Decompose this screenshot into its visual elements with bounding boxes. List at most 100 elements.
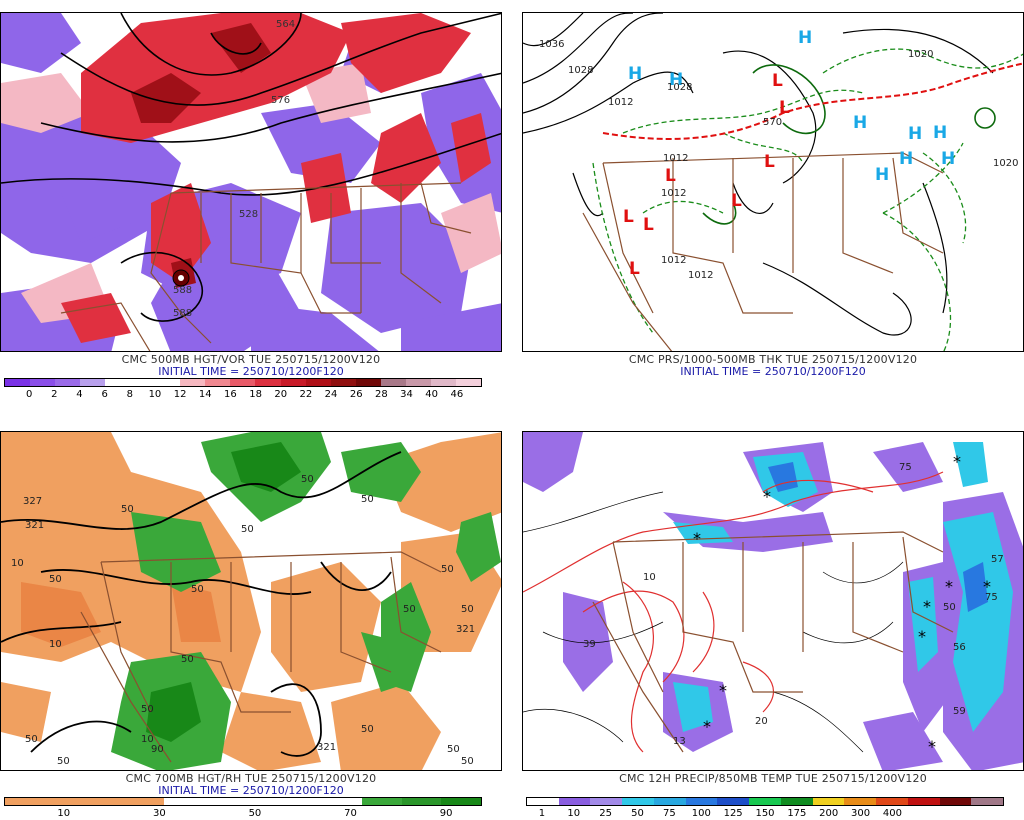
panel-pressure-thickness: H H H H H H H H H L L L L L L L L	[522, 0, 1024, 397]
panel-500mb-vorticity: 564 576 528 588 588 CMC 500MB HGT/VOR TU…	[0, 0, 502, 400]
pressure-map-svg: H H H H H H H H H L L L L L L L L	[523, 13, 1023, 351]
isobar-label: 1028	[667, 82, 692, 93]
humidity-colorbar	[4, 797, 482, 806]
high-pressure-icon: H	[853, 113, 867, 133]
isobar-label: 1012	[688, 270, 713, 281]
rh-label: 50	[403, 604, 416, 615]
panel-title: CMC 700MB HGT/RH TUE 250715/1200V120	[125, 772, 377, 785]
snow-asterisk-icon: *	[693, 529, 701, 548]
thickness-contours	[592, 48, 1023, 351]
isobar-label: 1012	[661, 255, 686, 266]
colorbar-swatch	[749, 798, 781, 805]
colorbar-swatch	[305, 379, 331, 386]
humidity-saturated-fill	[146, 442, 301, 742]
vorticity-colorbar-labels: 0 2 4 6 8 10 12 14 16 18 20 22 24 26 28 34 40 46	[4, 389, 482, 401]
colorbar-label: 1	[538, 808, 546, 819]
map-pressure-thickness: H H H H H H H H H L L L L L L L L	[522, 12, 1024, 352]
colorbar-label: 10	[57, 808, 71, 819]
colorbar-swatch	[430, 379, 456, 386]
precip-colorbar	[526, 797, 1004, 806]
snow-asterisk-icon: *	[763, 487, 771, 506]
colorbar-swatch	[203, 798, 244, 805]
snow-asterisk-icon: *	[923, 597, 931, 616]
colorbar-swatch	[527, 798, 559, 805]
colorbar-swatch	[30, 379, 56, 386]
low-pressure-icon: L	[643, 215, 654, 235]
contour-label: 588	[173, 308, 192, 319]
colorbar-label: 150	[755, 808, 775, 819]
colorbar-swatch	[780, 798, 813, 805]
precip-label: 57	[991, 554, 1004, 565]
colorbar-swatch	[622, 798, 654, 805]
colorbar-swatch	[939, 798, 972, 805]
colorbar-swatch	[230, 379, 256, 386]
rh-label: 50	[121, 504, 134, 515]
colorbar-swatch	[243, 798, 283, 805]
precip-map-svg: * * * * * * * * * * 75 75 57 50 56 39 10…	[523, 432, 1023, 770]
colorbar-swatch	[590, 798, 623, 805]
snow-asterisk-icon: *	[928, 737, 936, 756]
rh-label: 50	[447, 744, 460, 755]
vorticity-map-svg: 564 576 528 588 588	[1, 13, 501, 351]
precip-label: 50	[943, 602, 956, 613]
low-pressure-icon: L	[779, 98, 790, 118]
precip-label: 13	[673, 736, 686, 747]
isobar-label: 1012	[661, 188, 686, 199]
colorbar-swatch	[441, 798, 482, 805]
colorbar-swatch	[876, 798, 908, 805]
contour-label: 588	[173, 285, 192, 296]
height-contours	[1, 451, 402, 757]
isobar-label: 1028	[568, 65, 593, 76]
colorbar-label: 18	[249, 389, 262, 400]
low-pressure-icon: L	[623, 207, 634, 227]
colorbar-swatch	[124, 798, 164, 805]
rh-label: 50	[241, 524, 254, 535]
precip-label: 59	[953, 706, 966, 717]
colorbar-swatch	[282, 798, 323, 805]
colorbar-swatch	[971, 798, 1004, 805]
temperature-label: 10	[643, 572, 656, 583]
snow-asterisk-icon: *	[945, 577, 953, 596]
high-pressure-icon: H	[941, 149, 955, 169]
map-borders	[80, 551, 442, 763]
colorbar-swatch	[401, 798, 442, 805]
colorbar-swatch	[653, 798, 686, 805]
colorbar-swatch	[163, 798, 204, 805]
colorbar-label: 34	[400, 389, 413, 400]
colorbar-swatch	[205, 379, 231, 386]
colorbar-label: 175	[787, 808, 807, 819]
colorbar-label: 26	[349, 389, 363, 400]
high-pressure-markers: H H H H H H H H H	[628, 28, 955, 185]
colorbar-label: 12	[173, 389, 187, 400]
panel-initial-time: INITIAL TIME = 250710/1200F120	[680, 365, 866, 378]
rh-label: 50	[361, 724, 374, 735]
precip-label: 39	[583, 639, 596, 650]
colorbar-label: 22	[299, 389, 313, 400]
thickness-dashed-line	[602, 62, 1023, 140]
low-pressure-markers: L L L L L L L L	[623, 71, 790, 279]
colorbar-label: 46	[450, 389, 464, 400]
precip-colorbar-labels: 1 10 25 50 75 100 125 150 175 200 300 400	[526, 808, 1004, 820]
snow-asterisk-icon: *	[703, 717, 711, 736]
panel-title: CMC 12H PRECIP/850MB TEMP TUE 250715/120…	[619, 772, 927, 785]
colorbar-swatch	[105, 379, 131, 386]
rh-label: 50	[461, 756, 474, 767]
colorbar-swatch	[322, 798, 363, 805]
snow-asterisk-icon: *	[918, 627, 926, 646]
panel-initial-time: INITIAL TIME = 250710/1200F120	[158, 784, 344, 797]
map-borders	[592, 531, 954, 753]
colorbar-label: 24	[324, 389, 338, 400]
contour-label: 321	[317, 742, 336, 753]
panel-initial-time: INITIAL TIME = 250710/1200F120	[158, 365, 344, 378]
colorbar-label: 30	[152, 808, 166, 819]
map-borders	[582, 152, 944, 351]
colorbar-label: 50	[631, 808, 644, 819]
contour-label: 576	[271, 95, 290, 106]
colorbar-swatch	[5, 798, 45, 805]
colorbar-label: 10	[567, 808, 581, 819]
colorbar-label: 2	[51, 389, 58, 400]
snow-asterisk-icon: *	[953, 452, 961, 471]
colorbar-swatch	[844, 798, 877, 805]
thickness-label: 570	[763, 117, 782, 128]
high-pressure-icon: H	[628, 64, 642, 84]
